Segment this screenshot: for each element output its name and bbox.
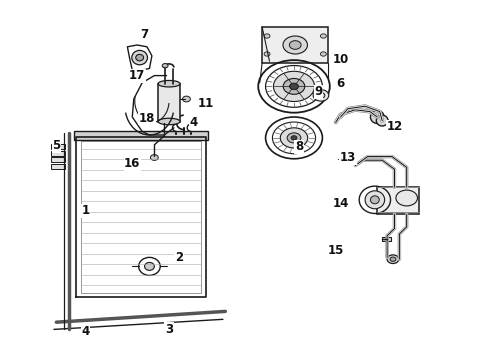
Ellipse shape (273, 71, 315, 102)
Text: 11: 11 (197, 97, 214, 110)
Ellipse shape (387, 255, 399, 264)
Text: 7: 7 (141, 28, 148, 41)
Text: 9: 9 (315, 85, 322, 98)
Text: 3: 3 (165, 323, 173, 336)
Ellipse shape (320, 52, 326, 56)
Ellipse shape (370, 196, 379, 204)
Text: 2: 2 (175, 251, 183, 264)
Text: 1: 1 (82, 204, 90, 217)
Bar (382, 237, 391, 241)
Text: 4: 4 (82, 325, 90, 338)
Ellipse shape (264, 52, 270, 56)
Bar (377, 187, 419, 214)
Ellipse shape (396, 190, 417, 206)
Ellipse shape (158, 81, 180, 87)
Bar (51, 144, 65, 149)
Ellipse shape (370, 111, 384, 123)
Ellipse shape (376, 115, 388, 126)
Bar (51, 164, 65, 169)
Ellipse shape (290, 41, 301, 49)
Text: 8: 8 (295, 140, 303, 153)
Bar (74, 131, 208, 140)
Ellipse shape (280, 128, 308, 148)
Ellipse shape (390, 257, 396, 261)
Ellipse shape (283, 78, 305, 94)
Ellipse shape (320, 34, 326, 38)
Ellipse shape (158, 118, 180, 125)
Text: 12: 12 (386, 120, 403, 133)
Text: 10: 10 (332, 53, 349, 66)
Bar (51, 157, 65, 162)
Text: 13: 13 (340, 151, 356, 164)
Bar (158, 84, 180, 122)
Ellipse shape (136, 54, 144, 61)
Text: 14: 14 (332, 197, 349, 210)
Bar (81, 141, 201, 293)
Text: 4: 4 (190, 116, 197, 129)
Text: 16: 16 (124, 157, 141, 170)
Ellipse shape (317, 93, 325, 98)
Ellipse shape (283, 36, 308, 54)
Text: 18: 18 (139, 112, 155, 125)
Ellipse shape (182, 96, 190, 102)
Ellipse shape (287, 133, 301, 143)
Ellipse shape (291, 136, 297, 140)
Ellipse shape (313, 90, 329, 101)
Ellipse shape (132, 50, 147, 65)
Text: 17: 17 (129, 69, 146, 82)
Ellipse shape (162, 63, 168, 68)
Ellipse shape (264, 34, 270, 38)
Text: 5: 5 (52, 139, 60, 152)
Bar (51, 151, 65, 156)
Ellipse shape (150, 155, 158, 161)
Text: 6: 6 (337, 77, 344, 90)
Ellipse shape (365, 191, 385, 209)
Ellipse shape (145, 262, 154, 270)
Bar (262, 27, 328, 63)
Ellipse shape (345, 156, 355, 163)
Ellipse shape (290, 83, 298, 90)
Text: 15: 15 (327, 244, 344, 257)
